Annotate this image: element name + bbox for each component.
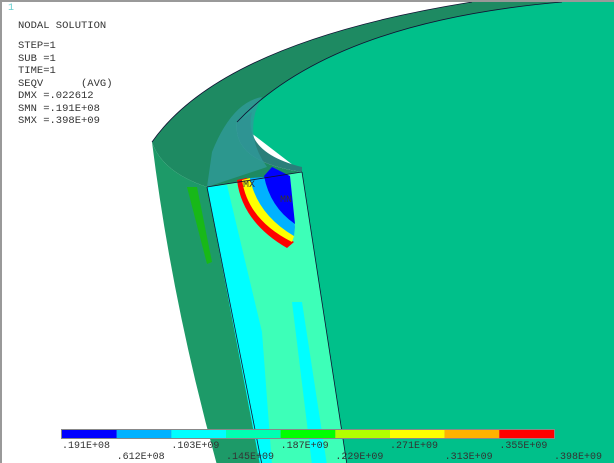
max-marker: MX xyxy=(243,180,256,191)
info-line: TIME=1 xyxy=(18,65,56,77)
legend-swatch xyxy=(444,430,500,438)
legend-label: .103E+09 xyxy=(171,441,220,452)
min-marker: MN xyxy=(280,195,293,206)
shell-top-band xyxy=(152,2,562,187)
stress-blue xyxy=(264,167,295,224)
legend-swatch xyxy=(116,430,172,438)
info-line: STEP=1 xyxy=(18,40,56,52)
edge-line xyxy=(301,171,348,463)
main-face xyxy=(237,2,614,463)
legend-label: .145E+09 xyxy=(226,452,275,463)
edge-line xyxy=(206,171,303,188)
legend-swatch xyxy=(335,430,390,438)
legend-swatch xyxy=(390,430,445,438)
legend-swatch xyxy=(226,430,281,438)
green-streak xyxy=(187,187,212,264)
legend-label: .313E+09 xyxy=(444,452,493,463)
stress-yellow xyxy=(242,178,294,242)
info-line: SUB =1 xyxy=(18,52,56,65)
legend-swatch xyxy=(499,430,554,438)
legend-bar xyxy=(61,429,555,439)
edge-line xyxy=(206,186,263,463)
edge-arc-outer xyxy=(151,2,473,143)
info-line: SEQV (AVG) xyxy=(18,77,113,90)
cylinder-side xyxy=(152,142,262,463)
legend-label: .191E+08 xyxy=(62,441,111,452)
legend-label: .271E+09 xyxy=(390,441,439,452)
legend-label: .398E+09 xyxy=(554,452,603,463)
plot-title: NODAL SOLUTION xyxy=(18,20,107,32)
legend-swatch xyxy=(171,430,226,438)
info-line: SMX =.398E+09 xyxy=(18,115,100,127)
legend-label: .187E+09 xyxy=(280,441,329,452)
legend-label: .612E+08 xyxy=(116,452,165,463)
info-line: SMN =.191E+08 xyxy=(18,102,100,115)
shell-inner-shade xyxy=(207,97,267,187)
legend-swatch xyxy=(280,430,336,438)
legend-swatch xyxy=(62,430,117,438)
legend-label: .355E+09 xyxy=(499,441,548,452)
cyan-strip-2 xyxy=(292,302,327,463)
info-line: DMX =.022612 xyxy=(18,90,94,102)
cyan-strip xyxy=(207,185,272,463)
window-number: 1 xyxy=(8,3,15,14)
edge-arc-inner xyxy=(236,2,563,123)
legend-label: .229E+09 xyxy=(335,452,384,463)
